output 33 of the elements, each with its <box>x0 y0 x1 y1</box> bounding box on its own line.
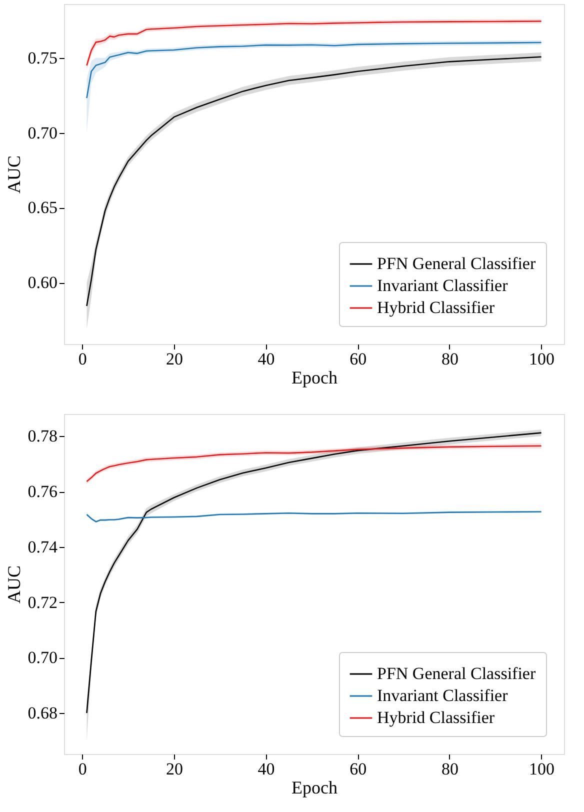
x-tick-label: 0 <box>78 350 87 368</box>
y-tick-label: 0.68 <box>28 704 58 723</box>
line-series <box>86 42 542 99</box>
x-tick-label: 40 <box>258 350 275 368</box>
x-tick-label: 0 <box>78 760 87 778</box>
x-tick-label: 100 <box>529 760 555 778</box>
x-tick-label: 80 <box>441 350 458 368</box>
y-tick-label: 0.70 <box>28 123 58 142</box>
y-tick-label: 0.76 <box>28 482 58 502</box>
legend-label: Invariant Classifier <box>377 686 508 705</box>
x-tick-label: 20 <box>166 350 183 368</box>
x-tick-label: 80 <box>441 760 458 778</box>
y-tick-label: 0.60 <box>28 273 58 292</box>
x-tick-label: 40 <box>258 760 275 778</box>
legend-label: PFN General Classifier <box>377 664 536 683</box>
x-axis-title: Epoch <box>292 778 338 798</box>
y-tick-label: 0.75 <box>28 48 58 68</box>
y-tick-label: 0.70 <box>28 648 58 668</box>
x-tick-label: 60 <box>350 350 367 368</box>
x-tick-label: 20 <box>166 760 183 778</box>
x-axis-title: Epoch <box>292 368 338 388</box>
x-tick-label: 100 <box>529 350 555 368</box>
y-tick-label: 0.65 <box>28 198 58 218</box>
y-axis-title: AUC <box>4 565 24 604</box>
y-tick-label: 0.78 <box>28 426 58 446</box>
legend-label: Invariant Classifier <box>377 276 508 295</box>
legend-label: Hybrid Classifier <box>377 708 495 727</box>
y-axis-title: AUC <box>4 155 24 194</box>
y-tick-label: 0.74 <box>28 537 58 556</box>
x-tick-label: 60 <box>350 760 367 778</box>
legend-label: PFN General Classifier <box>377 254 536 273</box>
y-tick-label: 0.72 <box>28 592 58 612</box>
legend-label: Hybrid Classifier <box>377 298 495 317</box>
